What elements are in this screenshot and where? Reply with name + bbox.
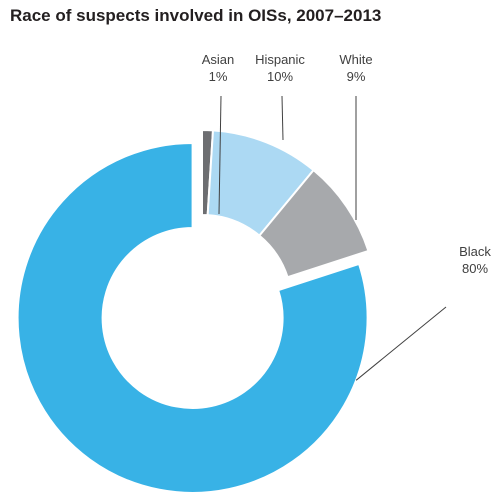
- slice-white: [257, 168, 370, 279]
- slice-value-hispanic: 10%: [267, 69, 293, 84]
- slice-value-white: 9%: [347, 69, 366, 84]
- leader-line-asian: [218, 95, 222, 215]
- slice-label-hispanic: Hispanic: [255, 52, 305, 67]
- leader-lines-layer: [218, 95, 447, 381]
- leader-line-black: [355, 306, 447, 381]
- slice-label-white: White: [339, 52, 372, 67]
- labels-layer: Asian 1% Hispanic 10% White 9% Black 80%: [202, 52, 492, 276]
- slice-label-asian: Asian: [202, 52, 235, 67]
- leader-line-hispanic: [281, 95, 284, 141]
- slices-layer: [16, 128, 370, 494]
- slice-label-black: Black: [459, 244, 491, 259]
- slice-value-asian: 1%: [209, 69, 228, 84]
- slice-value-black: 80%: [462, 261, 488, 276]
- slice-black: [16, 141, 369, 494]
- chart-title: Race of suspects involved in OISs, 2007–…: [10, 6, 382, 25]
